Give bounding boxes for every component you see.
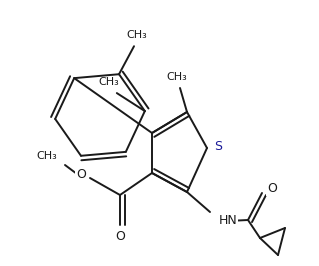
Text: O: O (76, 168, 86, 181)
Text: S: S (214, 139, 222, 152)
Text: CH₃: CH₃ (127, 30, 147, 40)
Text: CH₃: CH₃ (167, 72, 187, 82)
Text: HN: HN (219, 214, 238, 227)
Text: O: O (115, 230, 125, 243)
Text: O: O (267, 182, 277, 196)
Text: CH₃: CH₃ (36, 151, 57, 161)
Text: CH₃: CH₃ (99, 77, 119, 87)
